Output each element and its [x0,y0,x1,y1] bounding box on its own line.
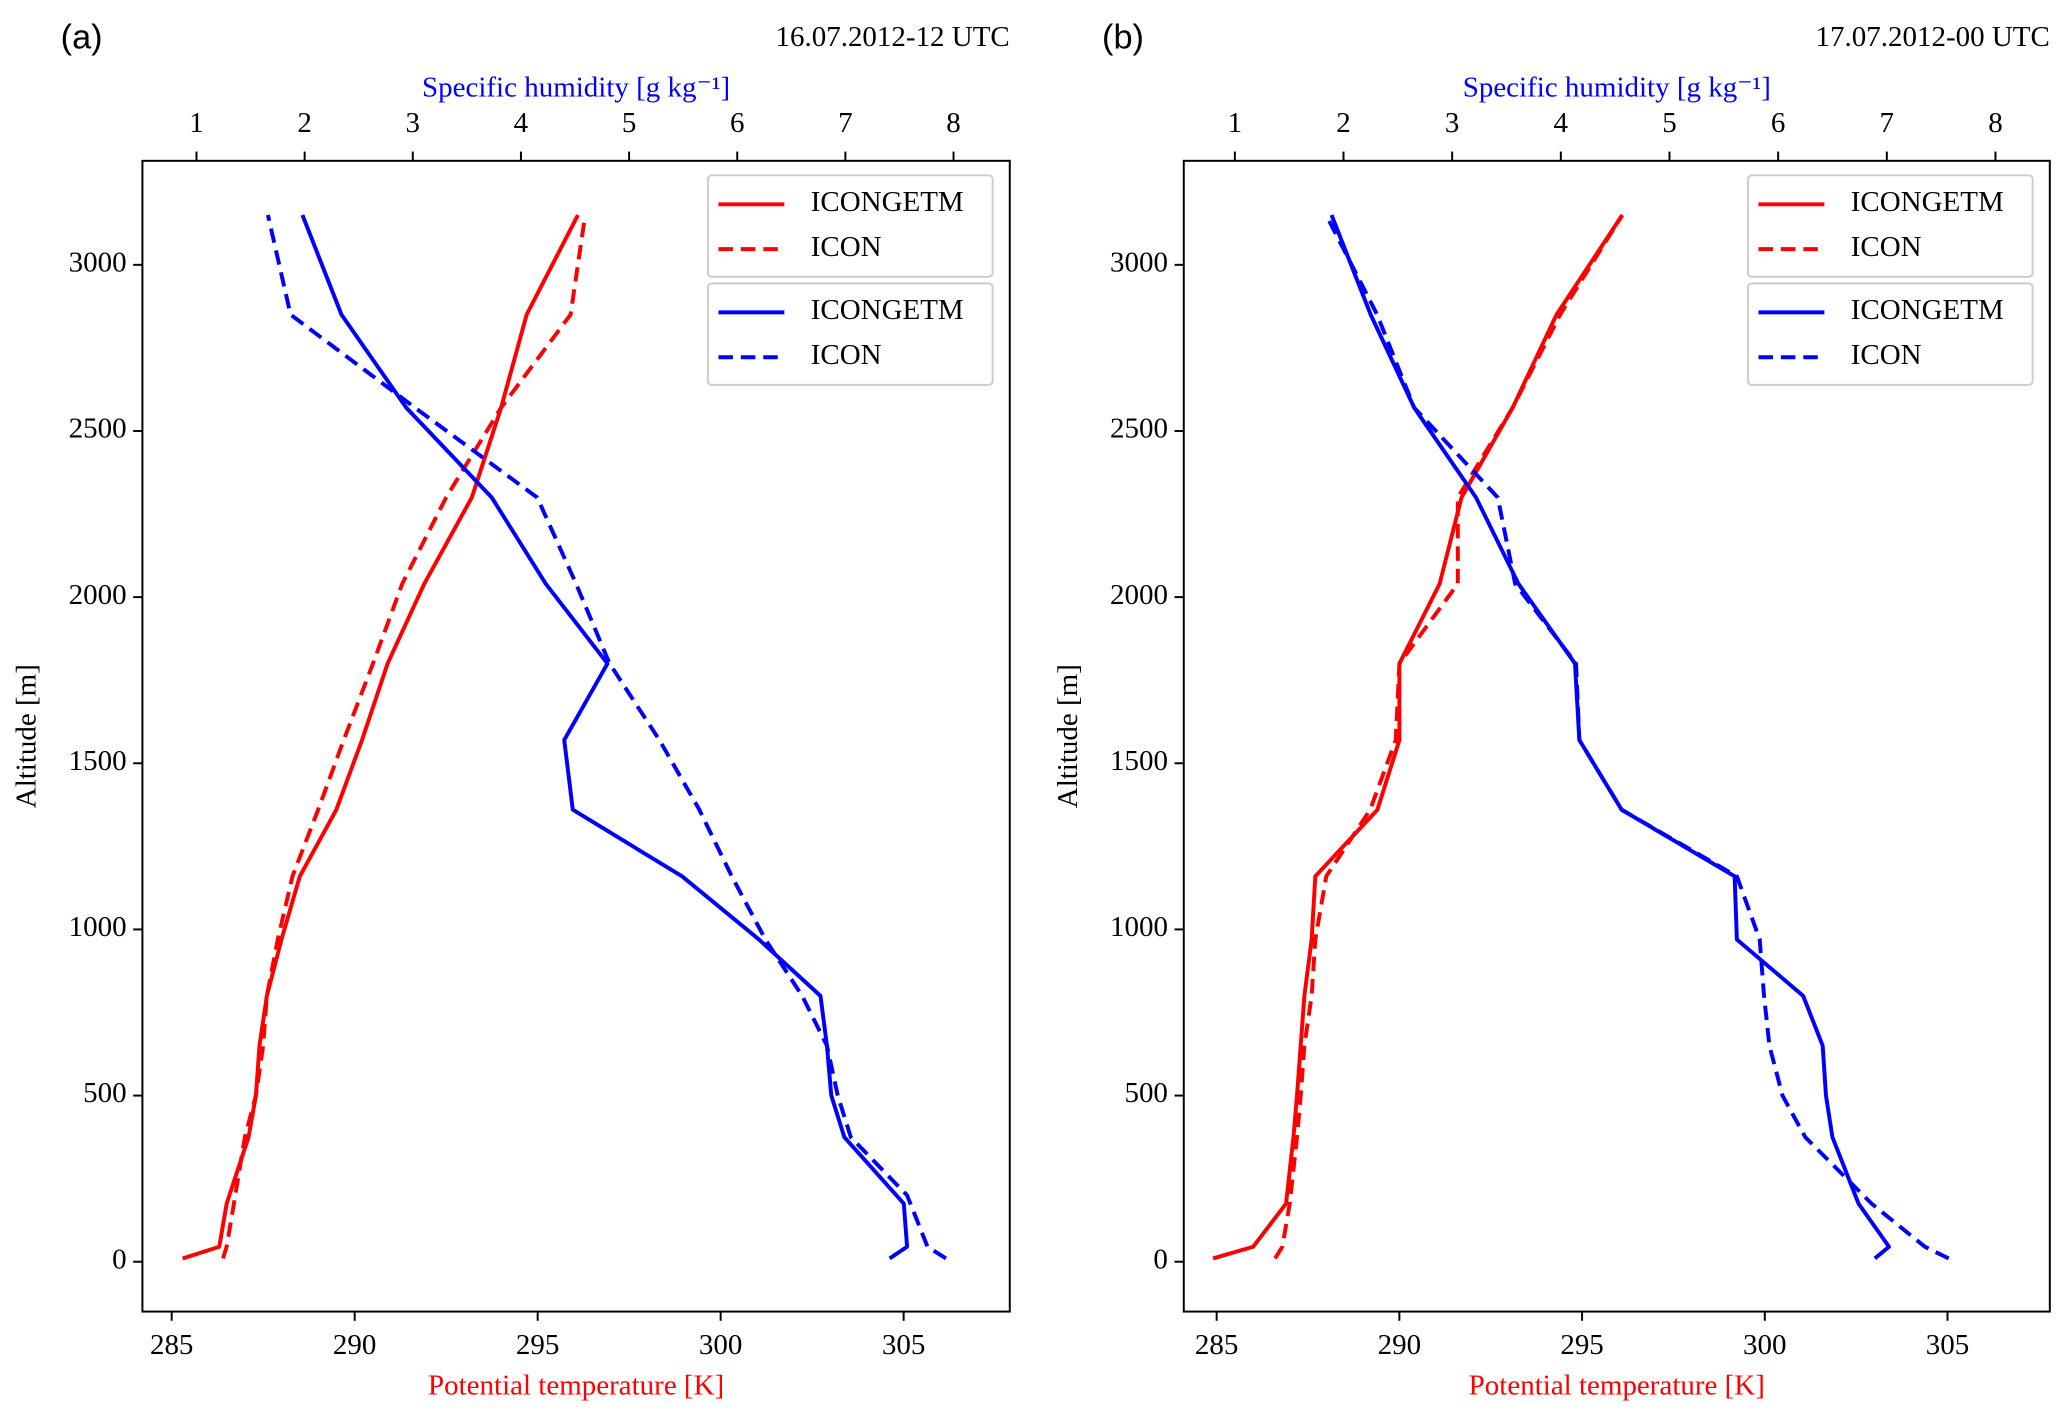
x2-tick-label: 4 [514,107,529,139]
legend-label: ICONGETM [1851,186,2004,218]
x-tick-label: 300 [1743,1329,1786,1361]
panel-label: (a) [61,19,103,57]
profile-line [1324,214,1950,1261]
x2-tick-label: 8 [946,107,961,139]
plot-frame [1182,159,2051,1313]
legend-frame [1746,282,2034,386]
y-tick-label: 2000 [69,579,127,611]
legend-label: ICONGETM [811,186,964,218]
panel-title: 16.07.2012-12 UTC [775,21,1009,53]
y-tick-label: 2500 [1110,413,1168,445]
y-tick-label: 1000 [1110,911,1168,943]
profile-line [1273,213,1624,1260]
x-tick-label: 285 [1195,1329,1238,1361]
legend-label: ICONGETM [1851,294,2004,326]
x2-tick-label: 2 [1336,107,1350,139]
legend-frame [1746,174,2034,278]
y-tick-label: 1000 [69,911,127,943]
panel: (a) 16.07.2012-12 UTC Specific humidity [g… [11,19,1011,1402]
y-tick-label: 2000 [1110,579,1168,611]
panel-label: (b) [1102,19,1144,57]
x-tick-label: 295 [516,1329,559,1361]
x2-axis-label: Specific humidity [g kg⁻¹] [422,71,730,103]
x-tick-label: 290 [1378,1329,1421,1361]
legend-label: ICON [811,339,882,371]
legend-label: ICON [811,231,882,263]
profile-line [265,214,948,1261]
x2-tick-label: 6 [1771,107,1785,139]
profile-line [1329,214,1891,1260]
legend-frame [706,282,994,386]
y-tick-label: 2500 [69,413,127,445]
legend-label: ICON [1851,231,1922,263]
y-tick-label: 500 [83,1077,126,1109]
x2-tick-label: 3 [1445,107,1459,139]
x2-axis-label: Specific humidity [g kg⁻¹] [1463,71,1771,103]
y-tick-label: 0 [112,1243,127,1275]
x2-tick-label: 4 [1554,107,1569,139]
x2-tick-label: 8 [1988,107,2003,139]
y-tick-label: 1500 [1110,745,1168,777]
plot-frame [141,159,1011,1313]
x2-tick-label: 1 [189,107,204,139]
x-axis-label: Potential temperature [K] [428,1370,724,1402]
x-tick-label: 285 [150,1329,193,1361]
x-tick-label: 300 [699,1329,742,1361]
profile-line [300,214,910,1261]
x2-tick-label: 5 [1662,107,1677,139]
x-tick-label: 295 [1560,1329,1603,1361]
x-tick-label: 305 [882,1329,925,1361]
y-axis-label: Altitude [m] [11,664,43,808]
x2-tick-label: 7 [838,107,853,139]
panel-title: 17.07.2012-00 UTC [1816,21,2050,53]
panel: (b) 17.07.2012-00 UTC Specific humidity [g… [1052,19,2051,1402]
legend-label: ICONGETM [811,294,964,326]
y-axis-label: Altitude [m] [1052,664,1084,808]
y-tick-label: 0 [1153,1243,1168,1275]
y-tick-label: 3000 [69,246,127,278]
x2-tick-label: 3 [406,107,421,139]
x2-tick-label: 2 [297,107,312,139]
x2-tick-label: 7 [1880,107,1894,139]
legend-frame [706,174,994,278]
x2-tick-label: 5 [622,107,637,139]
x2-tick-label: 1 [1228,107,1243,139]
x-axis-label: Potential temperature [K] [1469,1370,1765,1402]
y-tick-label: 1500 [69,745,127,777]
legend-label: ICON [1851,339,1922,371]
x-tick-label: 305 [1926,1329,1969,1361]
y-tick-label: 500 [1124,1077,1167,1109]
profile-line [221,214,588,1260]
profile-line [1212,213,1624,1261]
x-tick-label: 290 [333,1329,376,1361]
y-tick-label: 3000 [1110,246,1168,278]
x2-tick-label: 6 [730,107,745,139]
